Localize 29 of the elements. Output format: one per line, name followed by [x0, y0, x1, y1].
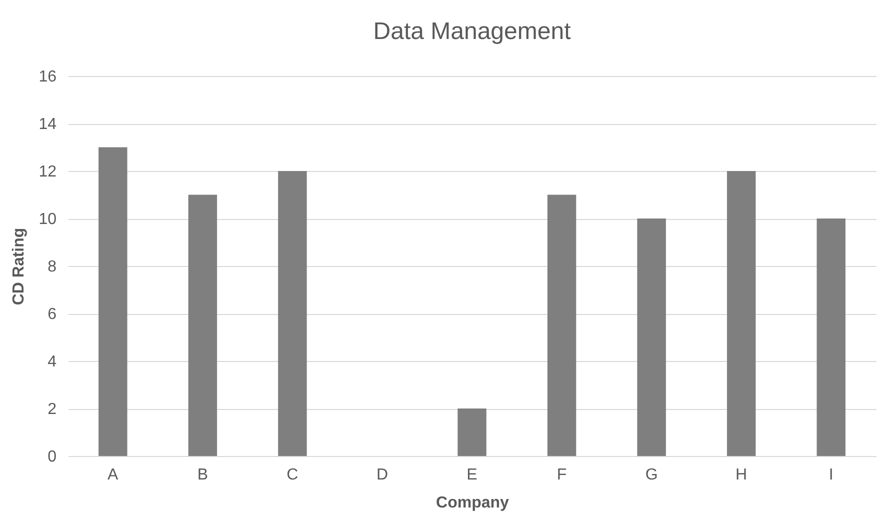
x-tick-label: D	[376, 466, 388, 484]
y-tick-label: 10	[38, 211, 57, 228]
bar	[278, 171, 307, 456]
chart-title: Data Management	[373, 18, 572, 45]
bar	[547, 194, 576, 456]
x-axis-title: Company	[436, 494, 510, 512]
x-tick-label: I	[828, 466, 834, 484]
bar	[98, 147, 128, 456]
x-tick-label: C	[286, 466, 298, 484]
bar	[458, 408, 486, 456]
y-tick-label: 2	[48, 401, 57, 418]
x-tick-label: B	[197, 466, 208, 484]
y-tick-label: 0	[48, 448, 57, 466]
x-tick-label: F	[556, 466, 567, 484]
y-tick-label: 8	[48, 258, 57, 276]
bar	[726, 171, 756, 456]
y-tick-label: 12	[38, 164, 57, 180]
y-tick-label: 16	[38, 68, 57, 86]
bar	[188, 194, 218, 456]
bar	[816, 218, 846, 456]
x-tick-label: H	[736, 466, 748, 484]
y-tick-label: 4	[48, 354, 57, 370]
x-tick-label: E	[466, 466, 478, 484]
x-tick-label: G	[645, 466, 658, 484]
x-tick-label: A	[108, 466, 119, 484]
y-tick-label: 6	[48, 306, 57, 323]
y-axis-title: CD Rating	[10, 228, 28, 306]
y-tick-label: 14	[38, 116, 57, 133]
bar	[637, 218, 666, 456]
